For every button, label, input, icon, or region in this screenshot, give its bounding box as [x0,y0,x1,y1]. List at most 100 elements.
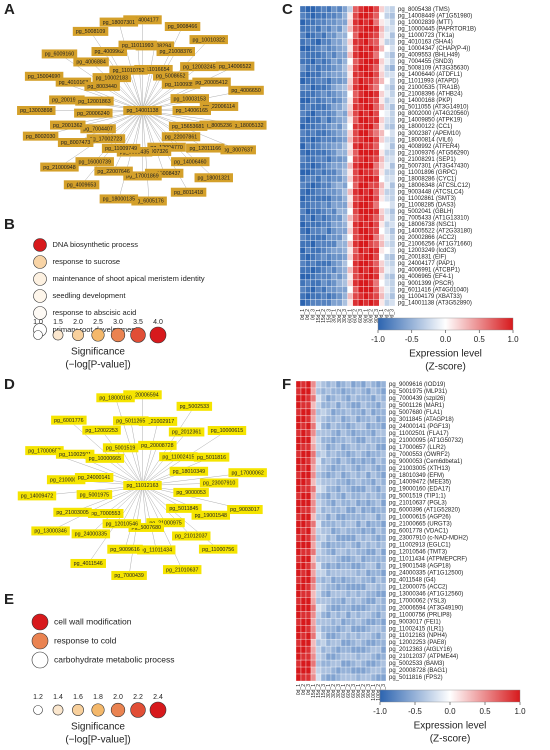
heatmap-cell [345,569,352,577]
node [50,120,86,130]
heatmap-cell [336,253,343,261]
heatmap-cell [352,12,359,20]
heatmap-cell [357,64,364,72]
heatmap-cell [340,527,347,535]
heatmap-cell [335,638,342,647]
heatmap-cell [335,597,342,605]
node-label: pg_8011418 [174,190,203,196]
heatmap-cell [310,436,317,444]
heatmap-cell [355,659,362,668]
heatmap-cell [380,380,387,389]
heatmap-cell [330,673,337,682]
heatmap-cell [355,520,362,528]
column-label: 30d_1 [326,684,332,698]
legend-bubble [91,328,105,342]
heatmap-cell [373,299,380,307]
heatmap-cell [336,273,343,281]
heatmap-cell [363,116,369,124]
term-label: cell wall modification [54,616,132,626]
heatmap-cell [380,520,387,528]
heatmap-cell [305,136,311,144]
heatmap-cell [379,201,385,209]
heatmap-cell [315,450,322,458]
node-label: pg_7000553 [91,511,121,517]
heatmap-cell [330,659,337,668]
heatmap-cell [310,234,316,241]
node-label: pg_15653681 [172,124,204,130]
heatmap-cell [368,5,375,13]
heatmap-cell [360,429,367,437]
heatmap-cell [310,632,317,640]
heatmap-cell [342,201,348,209]
heatmap-cell [310,103,316,111]
heatmap-cell [360,562,367,570]
legend-subtitle: (−log[P-value]) [65,360,130,371]
heatmap-cell [365,450,372,458]
heatmap-cell [330,611,337,619]
heatmap-cell [345,562,352,570]
column-label: 30d_3 [336,684,342,698]
heatmap-cell [347,260,353,268]
heatmap-cell [384,12,390,20]
node [164,21,201,31]
heatmap-cell [347,279,353,287]
heatmap-cell [379,292,385,300]
heatmap-cell [310,520,317,528]
heatmap-cell [320,415,327,424]
heatmap-cell [389,221,396,228]
heatmap-cell [336,18,343,26]
heatmap-cell [384,162,390,170]
heatmap-cell [373,286,380,294]
heatmap-cell [315,534,322,542]
heatmap-cell [368,142,375,150]
node [159,452,198,462]
heatmap-cell [370,520,377,528]
node [85,453,125,463]
heatmap-cell [350,401,357,410]
heatmap-cell [380,436,387,444]
heatmap-cell [370,673,377,682]
heatmap-cell [340,450,347,458]
heatmap-cell [295,611,302,619]
heatmap-cell [295,645,302,654]
heatmap-cell [370,632,377,640]
row-label: pg_10002839 (MTT) [398,20,453,26]
legend-bubble [149,701,167,719]
heatmap-cell [360,415,367,424]
heatmap-cell [384,155,390,163]
heatmap-cell [352,162,359,170]
heatmap-cell [365,401,372,410]
node [176,401,213,411]
heatmap-cell [326,25,332,33]
column-label: 90d_3 [374,309,380,323]
heatmap-cell [295,464,302,472]
node-label: pg_23007910 [203,481,235,487]
heatmap-cell [325,618,332,626]
column-label: 15d_2 [321,309,327,323]
heatmap-cell [384,273,390,281]
heatmap-cell [379,162,385,170]
heatmap-cell [360,652,367,661]
heatmap-cell [331,18,338,26]
node [123,171,162,181]
heatmap-cell [320,652,327,661]
heatmap-cell [315,253,322,261]
node [86,134,126,144]
heatmap-cell [355,478,362,486]
row-label: pg_11004179 (XBAT33) [398,294,462,300]
heatmap-cell [345,513,352,521]
heatmap-cell [305,214,311,222]
heatmap-cell [368,136,375,144]
heatmap-cell [355,562,362,570]
heatmap-cell [320,227,327,235]
heatmap-cell [347,162,353,170]
heatmap-cell [326,12,332,20]
heatmap-cell [347,227,353,235]
heatmap-cell [384,286,390,294]
node [180,62,219,72]
heatmap-cell [331,175,338,183]
heatmap-cell [331,25,338,33]
heatmap-cell [330,590,337,598]
heatmap-cell [357,58,364,65]
heatmap-cell [380,638,387,647]
